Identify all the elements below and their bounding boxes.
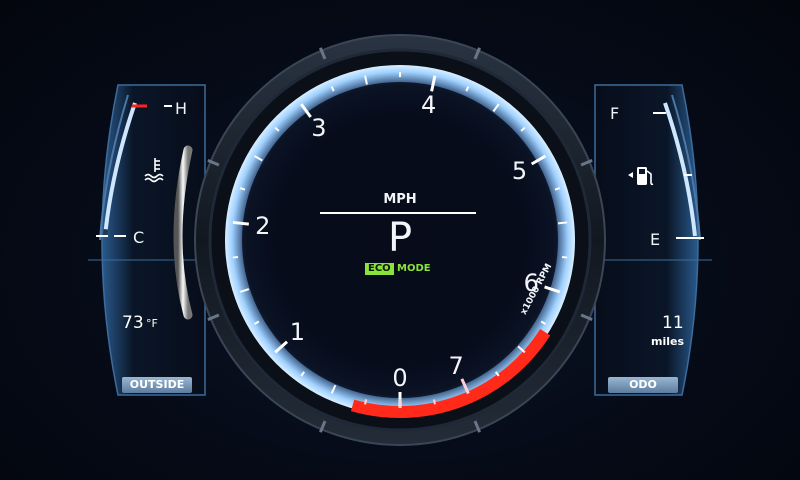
bezel-tick: [473, 420, 481, 433]
fuel-full-label: F: [610, 104, 620, 123]
tach-number: 3: [311, 114, 327, 143]
bezel-tick: [580, 159, 593, 167]
tach-minor-tick: [558, 221, 568, 225]
tach-minor-tick: [492, 103, 500, 112]
bezel-tick: [580, 313, 593, 321]
tach-minor-tick: [364, 399, 368, 405]
outside-temp-unit: °F: [146, 317, 158, 330]
speed-unit-label: MPH: [383, 192, 417, 207]
tach-minor-tick: [330, 384, 337, 394]
odometer-value: 11: [662, 313, 684, 333]
tach-minor-tick: [465, 86, 470, 92]
bezel-tick: [473, 47, 481, 60]
odometer-unit: miles: [651, 335, 685, 348]
tach-minor-tick: [364, 75, 368, 85]
temp-cold-label: C: [133, 228, 145, 247]
bezel-tick: [319, 420, 327, 433]
tach-minor-tick: [239, 288, 250, 293]
tach-minor-tick: [562, 256, 568, 259]
outside-caption: OUTSIDE: [122, 377, 192, 393]
tach-major-tick: [274, 340, 289, 354]
right-panel: [594, 84, 712, 396]
coolant-temp-icon: [144, 158, 164, 183]
tach-minor-tick: [494, 371, 500, 377]
left-panel: [88, 84, 206, 396]
bezel-ticks: [207, 47, 593, 433]
tach-major-tick: [460, 378, 470, 395]
tach-major-tick: [232, 220, 249, 226]
tach-major-tick: [430, 75, 437, 92]
tach-number: 2: [255, 211, 271, 240]
tach-major-tick: [544, 285, 561, 294]
tach-number: 4: [421, 91, 437, 120]
tach-major-tick: [300, 103, 312, 118]
bezel-tick: [207, 159, 220, 167]
drive-mode-label: MODE: [397, 263, 431, 274]
tach-minor-tick: [520, 126, 526, 132]
tach-number: 7: [448, 352, 464, 381]
bezel-tick: [207, 313, 220, 321]
fuel-gauge: [628, 102, 704, 239]
tach-minor-tick: [274, 126, 280, 132]
temp-gauge: [96, 102, 172, 237]
fuel-pump-icon: [628, 167, 654, 186]
tach-number: 5: [511, 157, 528, 185]
redline-band: [350, 328, 551, 418]
tach-minor-tick: [239, 187, 246, 191]
tach-minor-tick: [517, 345, 526, 354]
tach-major-tick: [530, 154, 547, 166]
tach-minor-tick: [254, 320, 260, 325]
fuel-empty-label: E: [650, 230, 661, 249]
tach-minor-tick: [300, 371, 306, 377]
tach-minor-tick: [432, 399, 436, 405]
bezel-tick: [319, 47, 327, 60]
outside-temp-value: 73: [122, 313, 144, 333]
tach-minor-tick: [232, 256, 238, 259]
eco-badge: ECO: [365, 263, 394, 275]
tach-number: 1: [289, 318, 306, 347]
tach-minor-tick: [554, 187, 561, 191]
tach-minor-tick: [540, 320, 546, 325]
tachometer-ticks: [232, 72, 568, 408]
odometer-caption: ODO: [608, 377, 678, 393]
tach-number: 6: [523, 268, 539, 297]
tach-minor-tick: [330, 86, 335, 92]
tach-minor-tick: [254, 155, 263, 162]
gear-indicator: P: [387, 215, 413, 261]
tach-number: 0: [392, 364, 408, 392]
chrome-accent: [173, 145, 193, 320]
temp-hot-label: H: [175, 99, 188, 118]
